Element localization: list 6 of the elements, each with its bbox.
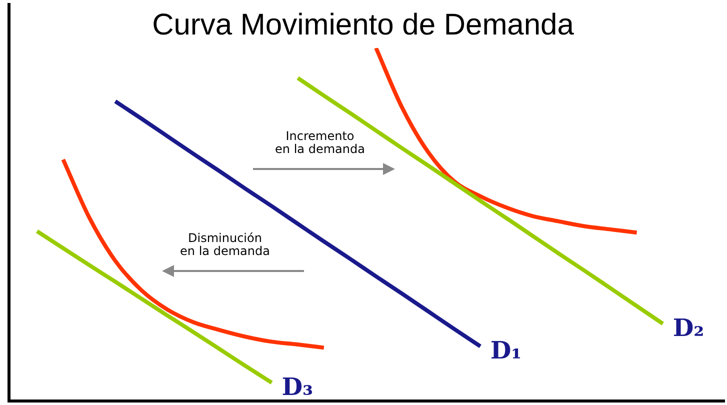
annotation: Incremento en la demanda [274,129,366,156]
series-label: D₁ [490,336,522,365]
chart-title: Curva Movimiento de Demanda [152,8,574,42]
series-label: D₃ [282,372,314,401]
annotation: Disminución en la demanda [179,231,271,258]
series-label: D₂ [672,312,704,342]
